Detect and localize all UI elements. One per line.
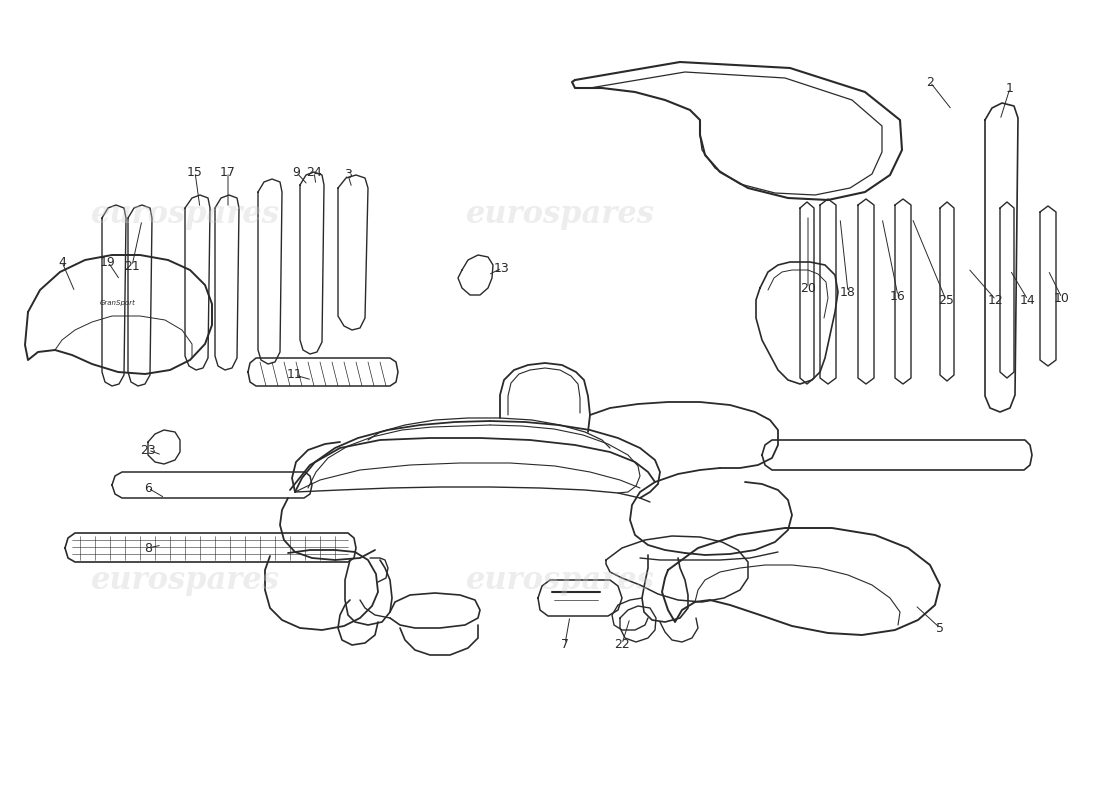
Text: 20: 20 (800, 282, 816, 294)
Text: 8: 8 (144, 542, 152, 554)
Text: 14: 14 (1020, 294, 1036, 306)
Text: 10: 10 (1054, 291, 1070, 305)
Text: 22: 22 (614, 638, 630, 650)
Text: 2: 2 (926, 75, 934, 89)
Text: eurospares: eurospares (465, 199, 654, 230)
Text: 7: 7 (561, 638, 569, 650)
Text: 5: 5 (936, 622, 944, 634)
Text: 6: 6 (144, 482, 152, 494)
Text: 24: 24 (306, 166, 322, 178)
Text: 25: 25 (938, 294, 954, 306)
Text: 1: 1 (1006, 82, 1014, 94)
Text: eurospares: eurospares (90, 199, 279, 230)
Text: 17: 17 (220, 166, 235, 178)
Text: 13: 13 (494, 262, 510, 274)
Text: 9: 9 (293, 166, 300, 178)
Text: 18: 18 (840, 286, 856, 298)
Text: eurospares: eurospares (90, 565, 279, 595)
Text: eurospares: eurospares (465, 565, 654, 595)
Text: 12: 12 (988, 294, 1004, 306)
Text: GranSport: GranSport (100, 300, 136, 306)
Text: 15: 15 (187, 166, 202, 178)
Text: 3: 3 (344, 169, 352, 182)
Text: 19: 19 (100, 255, 116, 269)
Text: 21: 21 (124, 259, 140, 273)
Text: 11: 11 (287, 369, 303, 382)
Text: 16: 16 (890, 290, 906, 302)
Text: 23: 23 (140, 443, 156, 457)
Text: 4: 4 (58, 255, 66, 269)
